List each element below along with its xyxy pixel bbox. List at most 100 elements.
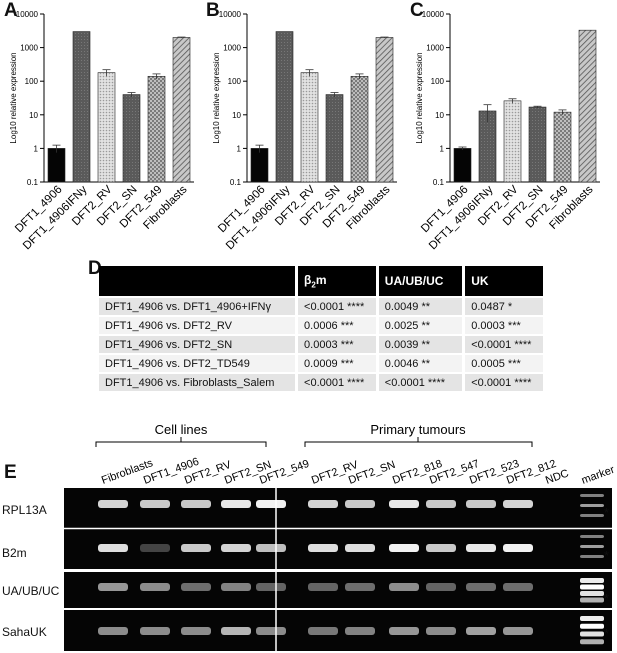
gel-band [140, 500, 170, 508]
gel-band [98, 500, 128, 508]
table-cell: DFT1_4906 vs. DFT2_RV [99, 317, 296, 334]
gel-band [221, 500, 251, 508]
bar-5 [578, 29, 597, 183]
bar-3 [528, 106, 547, 183]
ladder-band [580, 578, 604, 583]
table-cell: <0.0001 **** [465, 374, 543, 391]
ladder-band [580, 591, 604, 596]
gel-band [466, 583, 496, 591]
gel-band [221, 583, 251, 591]
gel-band [426, 544, 456, 552]
table-row: DFT1_4906 vs. Fibroblasts_Salem <0.0001 … [99, 374, 543, 391]
gel-band [308, 627, 338, 635]
bar-4 [147, 75, 166, 183]
ladder-band [580, 545, 604, 548]
gel-band [221, 544, 251, 552]
table-cell: 0.0003 *** [465, 317, 543, 334]
gel-band [140, 583, 170, 591]
table-cell: 0.0049 ** [378, 298, 463, 315]
gel-band [98, 544, 128, 552]
y-axis-label: Log10 relative expression [212, 52, 221, 143]
bar-4 [553, 111, 572, 183]
table-cell: DFT1_4906 vs. Fibroblasts_Salem [99, 374, 296, 391]
table-row: DFT1_4906 vs. DFT1_4906+IFNγ <0.0001 ***… [99, 298, 543, 315]
bar-chart-a: 0.1 1 10 100 1000 10000 Log10 relative express… [9, 10, 194, 252]
ladder-band [580, 555, 604, 558]
gel-band [308, 583, 338, 591]
gel-band [98, 583, 128, 591]
table-header-comparison [99, 266, 296, 296]
ladder-band [580, 639, 604, 645]
gel-band [181, 627, 211, 635]
bar-0 [453, 148, 472, 183]
y-tick-label: 0.1 [27, 178, 39, 187]
bar-3 [325, 94, 344, 183]
table-cell: 0.0009 *** [298, 355, 376, 372]
gel-band [389, 627, 419, 635]
ladder-band [580, 514, 604, 517]
y-tick-label: 10000 [219, 10, 242, 19]
gel-band [503, 627, 533, 635]
y-tick-label: 1 [34, 144, 39, 153]
y-tick-label: 1 [440, 144, 445, 153]
gel-band [503, 500, 533, 508]
marker-asterisk: * [604, 591, 610, 606]
y-tick-label: 1000 [20, 44, 38, 53]
group-label-cell-lines: Cell lines [155, 422, 208, 437]
bar-1 [275, 31, 294, 183]
table-cell: 0.0487 * [465, 298, 543, 315]
y-tick-label: 10 [29, 111, 38, 120]
marker-asterisk: * [604, 626, 610, 641]
y-tick-label: 100 [25, 77, 39, 86]
panel-letter-c: C [410, 0, 424, 21]
bar-0 [250, 148, 269, 183]
y-tick-label: 0.1 [433, 178, 445, 187]
table-cell: DFT1_4906 vs. DFT2_TD549 [99, 355, 296, 372]
gel-band [466, 627, 496, 635]
y-tick-label: 100 [228, 77, 242, 86]
marker-asterisk: * [604, 505, 610, 520]
gel-band [426, 583, 456, 591]
gel-band [181, 544, 211, 552]
table-cell: 0.0046 ** [378, 355, 463, 372]
panel-letter-a: A [4, 0, 18, 21]
y-tick-label: 10000 [422, 10, 445, 19]
gel-band [98, 627, 128, 635]
gel-band [140, 544, 170, 552]
table-cell: 0.0005 *** [465, 355, 543, 372]
bar-1 [72, 31, 91, 183]
table-header-ua-ub-uc: UA/UB/UC [378, 266, 463, 296]
y-tick-label: 1000 [223, 44, 241, 53]
bar-3 [122, 94, 141, 183]
gel-row-label-sahauk: SahaUK [2, 625, 47, 639]
table-cell: <0.0001 **** [298, 374, 376, 391]
y-axis-label: Log10 relative expression [415, 52, 424, 143]
bar-2 [97, 72, 116, 183]
gel-band [256, 544, 286, 552]
gel-band [345, 583, 375, 591]
ladder-band [580, 504, 604, 507]
bar-2 [503, 100, 522, 183]
y-tick-label: 0.1 [230, 178, 242, 187]
table-row: DFT1_4906 vs. DFT2_TD549 0.0009 *** 0.00… [99, 355, 543, 372]
gel-band [426, 500, 456, 508]
table-row: DFT1_4906 vs. DFT2_RV 0.0006 *** 0.0025 … [99, 317, 543, 334]
gel-band [389, 583, 419, 591]
gel-band [466, 544, 496, 552]
gel-band [345, 627, 375, 635]
bar-chart-b: 0.1 1 10 100 1000 10000 Log10 relative express… [212, 10, 397, 252]
gel-band [345, 544, 375, 552]
table-cell: 0.0006 *** [298, 317, 376, 334]
panel-letter-e: E [4, 462, 17, 483]
gel-band [308, 544, 338, 552]
ladder-band [580, 623, 604, 629]
table-header-b2m: β2m [298, 266, 376, 296]
bar-2 [300, 72, 319, 183]
gel-band [345, 500, 375, 508]
gel-image: Cell lines Primary tumoursFibroblastsDFT1… [64, 422, 617, 653]
gel-band [256, 627, 286, 635]
bar-chart-c: 0.1 1 10 100 1000 10000 Log10 relative express… [415, 10, 600, 252]
table-cell: 0.0003 *** [298, 336, 376, 353]
statistics-table: β2m UA/UB/UC UK DFT1_4906 vs. DFT1_4906+… [96, 264, 546, 393]
table-header-uk: UK [465, 266, 543, 296]
